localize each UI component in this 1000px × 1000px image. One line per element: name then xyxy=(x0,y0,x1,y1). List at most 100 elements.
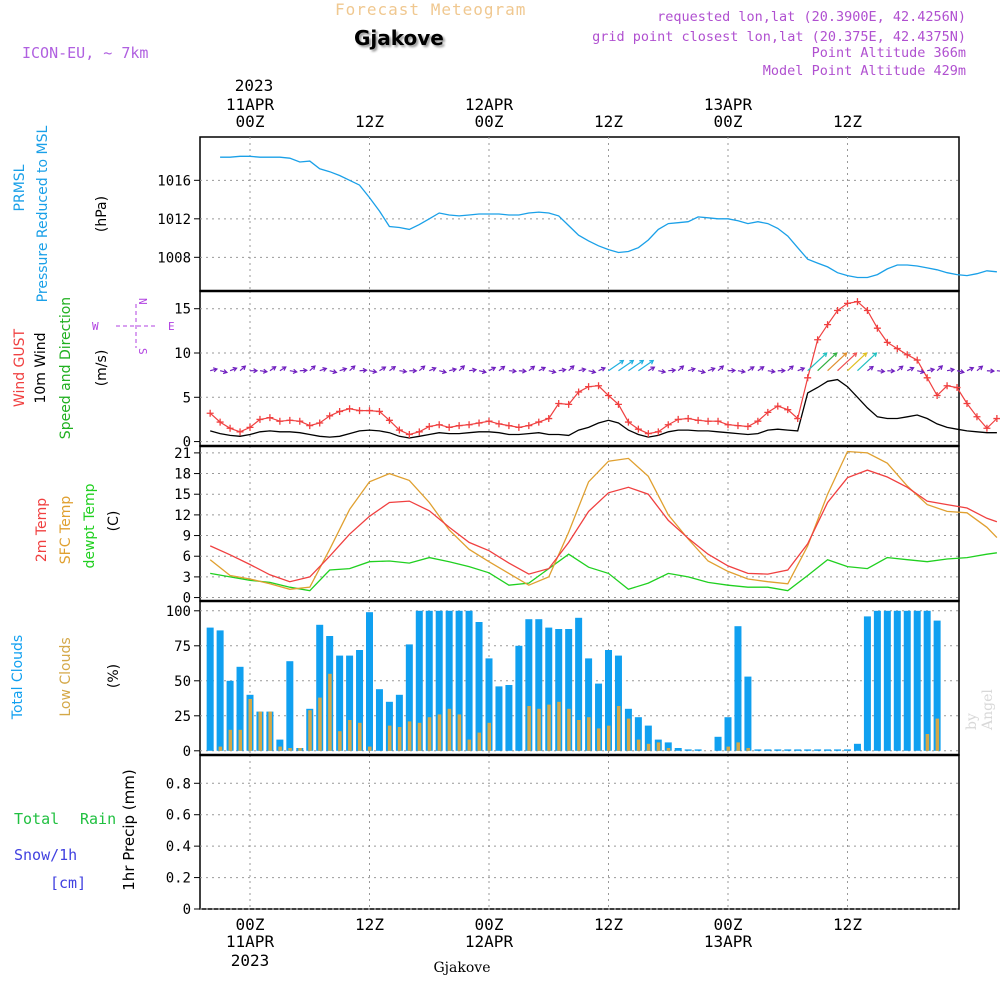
y-tick-label: 75 xyxy=(174,639,191,655)
wind-arrow xyxy=(906,366,915,372)
wind-arrow xyxy=(687,367,696,373)
panel-frame-pressure xyxy=(199,136,960,292)
gust-marker xyxy=(505,422,513,430)
wind-arrow xyxy=(429,366,437,372)
low-cloud-bar xyxy=(607,725,611,751)
wind-arrow xyxy=(727,367,737,374)
point-altitude: Point Altitude 366m xyxy=(811,45,966,61)
top-time-label: 13APR xyxy=(704,95,753,114)
total-cloud-bar xyxy=(336,655,344,751)
low-cloud-bar xyxy=(736,742,740,751)
total-cloud-bar xyxy=(356,650,364,751)
gust-marker xyxy=(893,345,901,353)
wind-arrow xyxy=(409,368,418,374)
model-name: ICON-EU, ~ 7km xyxy=(22,44,149,62)
low-cloud-bar xyxy=(646,743,651,751)
wind-arrow xyxy=(329,369,338,375)
gust-marker xyxy=(415,428,423,436)
gust-marker xyxy=(993,415,1000,423)
gust-marker xyxy=(844,299,851,307)
low-cloud-bar xyxy=(457,714,462,751)
low-cloud-bar xyxy=(577,720,581,751)
temp-sfc-line xyxy=(209,450,998,590)
gust-marker xyxy=(933,392,941,400)
total-cloud-bar xyxy=(465,610,473,751)
model-altitude: Model Point Altitude 429m xyxy=(762,63,966,79)
low-cloud-bar xyxy=(935,718,940,751)
total-cloud-bar xyxy=(565,629,573,751)
wind-arrow xyxy=(379,366,387,372)
grid-point-coords: grid point closest lon,lat (20.375E, 42.… xyxy=(592,29,966,45)
y-tick-label: 0 xyxy=(183,902,191,918)
y-tick-label: 18 xyxy=(174,467,191,483)
gust-marker xyxy=(824,321,832,329)
total-cloud-bar xyxy=(575,617,583,751)
top-time-label: 12Z xyxy=(594,112,623,131)
low-cloud-bar xyxy=(427,717,432,751)
low-cloud-bar xyxy=(258,711,262,751)
wind-arrow xyxy=(528,365,536,372)
top-year-label: 2023 xyxy=(235,76,274,95)
total-cloud-bar xyxy=(545,627,553,751)
wind-arrow xyxy=(458,365,466,372)
bottom-year-label: 2023 xyxy=(231,951,270,970)
location-title: Gjakove xyxy=(354,26,444,50)
clouds-unit: (%) xyxy=(106,664,122,688)
gust-marker xyxy=(336,407,344,415)
panel-clouds: 0 25 50 75 100 xyxy=(166,600,960,760)
gust-marker xyxy=(575,388,583,396)
panel-frame-precipitation xyxy=(199,754,960,910)
wind-arrow xyxy=(717,365,725,372)
low-cloud-bar xyxy=(328,673,332,751)
low-cloud-bar xyxy=(228,729,233,751)
total-cloud-bar xyxy=(286,661,294,751)
gust-marker xyxy=(714,417,722,425)
gust-marker xyxy=(873,324,881,332)
wind-gust-label: Wind GUST xyxy=(12,328,28,407)
y-tick-label: 21 xyxy=(174,446,191,462)
pressure-label-2: Pressure Reduced to MSL xyxy=(35,125,51,302)
gust-marker xyxy=(664,421,672,429)
wind-arrow xyxy=(399,368,408,374)
wind-arrow xyxy=(867,365,874,372)
compass-n: N xyxy=(136,298,149,305)
gust-marker xyxy=(565,400,573,408)
wind-arrow xyxy=(747,366,755,372)
gust-marker xyxy=(286,416,294,424)
total-cloud-bar xyxy=(844,749,851,751)
low-cloud-bar xyxy=(348,720,352,751)
total-cloud-bar xyxy=(445,610,453,751)
gust-marker xyxy=(485,417,493,425)
footer-location: Gjakove xyxy=(434,960,491,976)
wind-arrow xyxy=(628,359,645,372)
gust-marker xyxy=(316,419,324,427)
pressure-label-1: PRMSL xyxy=(12,164,28,211)
gust-marker xyxy=(395,426,403,434)
total-cloud-bar xyxy=(774,749,782,751)
total-cloud-bar xyxy=(216,630,224,751)
wind-speed-label: 10m Wind xyxy=(33,332,49,403)
total-cloud-bar xyxy=(276,739,284,751)
gust-marker xyxy=(774,402,782,410)
bottom-time-label: 12Z xyxy=(833,915,862,934)
low-cloud-bar xyxy=(318,697,322,751)
wind-arrow xyxy=(449,367,458,373)
gust-marker xyxy=(605,392,612,400)
panel-frame-temperature xyxy=(199,445,960,602)
total-cloud-bar xyxy=(794,749,802,751)
wind-arrow xyxy=(817,352,838,372)
wind-speed-line xyxy=(210,378,997,439)
dewpoint-label: dewpt Temp xyxy=(82,483,98,568)
total-cloud-bar xyxy=(863,616,871,751)
low-cloud-bar xyxy=(746,748,750,751)
low-cloud-bar xyxy=(407,721,412,751)
total-cloud-bar xyxy=(605,650,612,751)
temp-unit: (C) xyxy=(106,511,122,532)
low-cloud-bar xyxy=(636,739,641,751)
wind-arrow xyxy=(598,366,607,372)
gust-marker xyxy=(346,405,354,413)
y-tick-label: 5 xyxy=(183,390,191,406)
total-cloud-bar xyxy=(206,627,214,751)
total-cloud-bar xyxy=(913,610,921,751)
